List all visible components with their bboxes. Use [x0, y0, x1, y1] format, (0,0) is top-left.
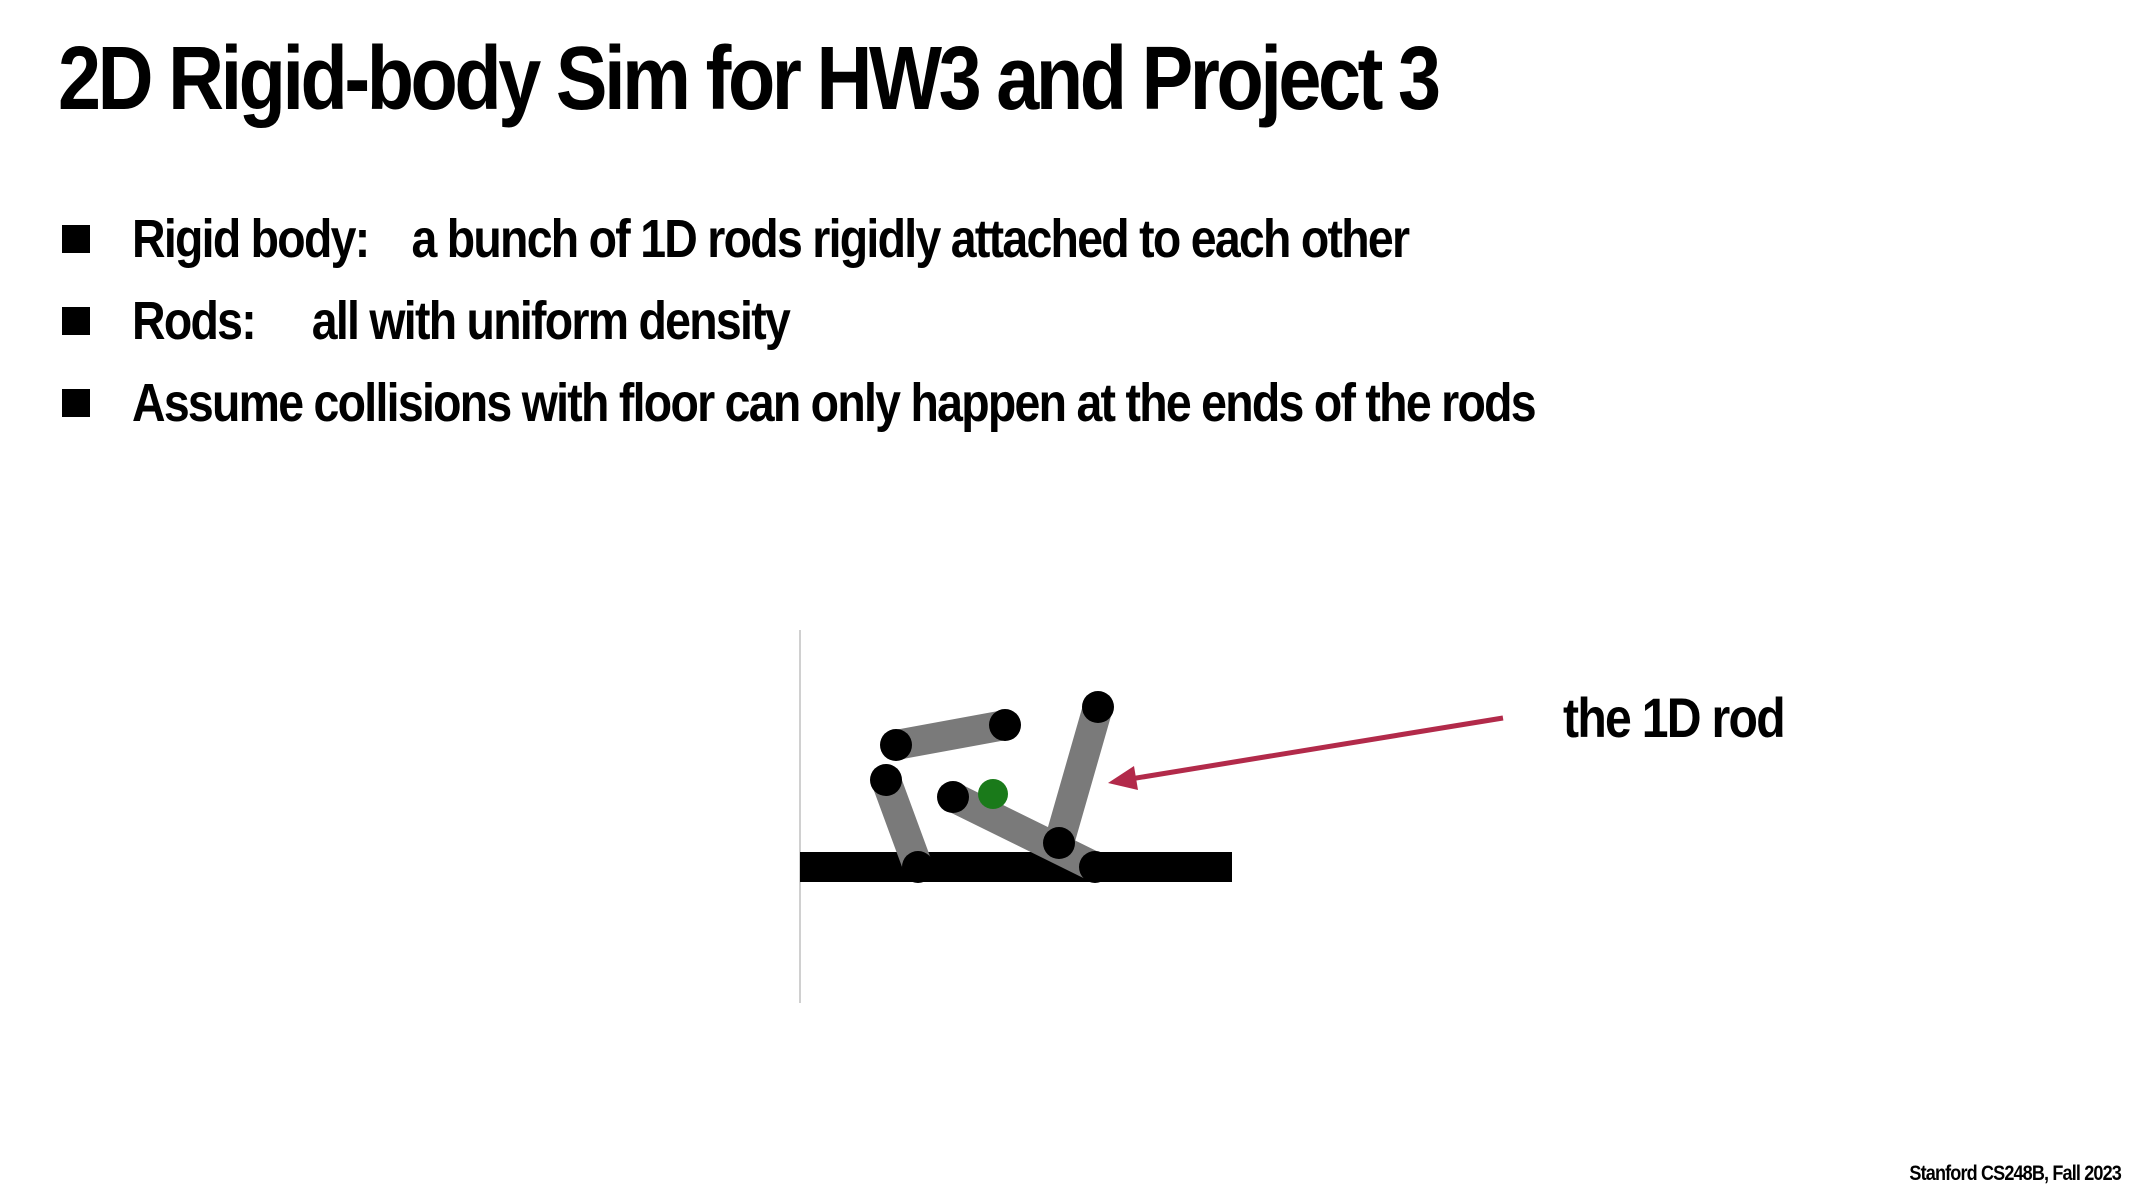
rod-vertical: [1044, 692, 1113, 858]
annotation-arrow: [1108, 715, 1504, 790]
rod-top-left: [881, 710, 1020, 760]
rod-end-joint: [870, 764, 902, 796]
bullet-description: a bunch of 1D rods rigidly attached to e…: [411, 209, 1410, 269]
floor: [800, 852, 1232, 882]
bullet-description: Assume collisions with floor can only ha…: [132, 373, 1537, 433]
rigid-body-diagram: [799, 630, 1232, 1003]
rod-end-joint: [1079, 851, 1111, 883]
bullet-item-rigid-body: Rigid body: a bunch of 1D rods rigidly at…: [62, 198, 1763, 280]
rod-annotation-label: the 1D rod: [1563, 686, 1786, 749]
bullet-square-icon: [62, 389, 90, 417]
rod-end-joint: [1082, 691, 1114, 723]
rod-end-joint: [937, 781, 969, 813]
center-of-mass-dot: [978, 779, 1008, 809]
bullet-text: Assume collisions with floor can only ha…: [132, 372, 1537, 434]
bullet-text: Rods: all with uniform density: [132, 290, 791, 352]
bullet-square-icon: [62, 307, 90, 335]
bullet-term: Rigid body:: [132, 209, 370, 269]
bullet-square-icon: [62, 225, 90, 253]
rod-end-joint: [1043, 827, 1075, 859]
course-footer: Stanford CS248B, Fall 2023: [1909, 1162, 2121, 1185]
rod-end-joint: [902, 851, 934, 883]
rod-diagonal: [938, 782, 1110, 882]
arrow-shaft: [1117, 715, 1504, 784]
slide-title: 2D Rigid-body Sim for HW3 and Project 3: [58, 29, 1441, 129]
bullet-item-rods: Rods: all with uniform density: [62, 280, 1763, 362]
bullet-term: Rods:: [132, 291, 257, 351]
arrow-head: [1108, 766, 1138, 790]
rod-end-joint: [880, 729, 912, 761]
joint-group: [870, 691, 1114, 883]
bullet-item-collisions: Assume collisions with floor can only ha…: [62, 362, 1763, 444]
bullet-description: all with uniform density: [311, 291, 791, 351]
bullet-text: Rigid body: a bunch of 1D rods rigidly at…: [132, 208, 1410, 270]
rod-end-joint: [989, 709, 1021, 741]
bullet-list: Rigid body: a bunch of 1D rods rigidly at…: [62, 198, 1763, 444]
